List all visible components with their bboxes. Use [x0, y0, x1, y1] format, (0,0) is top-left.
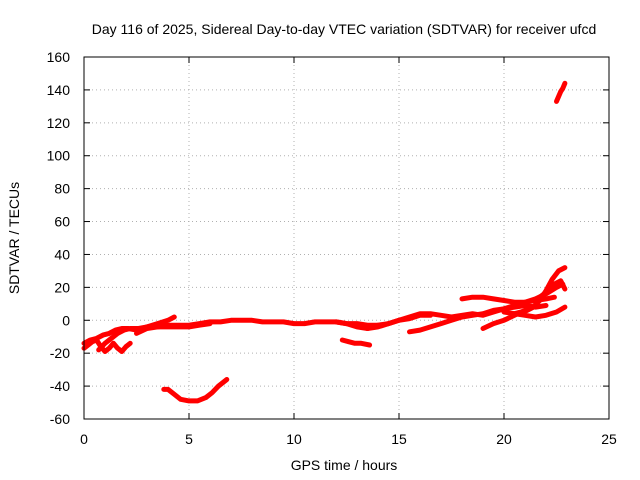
y-tick-label: 100 — [47, 148, 71, 164]
x-tick-label: 25 — [601, 431, 617, 447]
y-tick-label: 160 — [47, 49, 71, 65]
series-track-a — [81, 317, 381, 346]
x-tick-label: 10 — [286, 431, 302, 447]
y-tick-label: 40 — [54, 246, 70, 262]
plot-frame — [83, 56, 610, 420]
series-track-m — [512, 265, 568, 317]
x-tick-label: 5 — [185, 431, 193, 447]
x-tick-label: 15 — [391, 431, 407, 447]
series-track-n — [533, 278, 568, 303]
chart-title: Day 116 of 2025, Sidereal Day-to-day VTE… — [92, 21, 596, 37]
y-tick-label: 20 — [54, 279, 70, 295]
axis-ticks: 0 5 10 15 20 25 -60 -40 -20 0 20 40 60 80 100 120 140 160 — [47, 49, 617, 447]
series-track-f — [339, 337, 373, 348]
y-tick-label: -20 — [50, 345, 70, 361]
series-track-o — [554, 80, 568, 104]
y-tick-label: -40 — [50, 378, 70, 394]
data-series — [81, 80, 568, 404]
series-track-d — [134, 321, 213, 336]
series-track-i — [407, 303, 549, 335]
y-tick-label: 60 — [54, 214, 70, 230]
y-tick-label: 140 — [47, 82, 71, 98]
x-axis-label: GPS time / hours — [291, 457, 398, 473]
y-tick-label: 80 — [54, 181, 70, 197]
series-track-e — [161, 377, 230, 404]
x-tick-label: 20 — [496, 431, 512, 447]
x-tick-label: 0 — [80, 431, 88, 447]
y-axis-label: SDTVAR / TECUs — [6, 182, 22, 294]
series-track-c — [96, 314, 177, 353]
series-track-b — [81, 337, 133, 354]
y-tick-label: 120 — [47, 115, 71, 131]
series-track-h — [365, 312, 433, 331]
y-tick-label: 0 — [62, 312, 70, 328]
y-tick-label: -60 — [50, 411, 70, 427]
grid — [84, 57, 609, 419]
